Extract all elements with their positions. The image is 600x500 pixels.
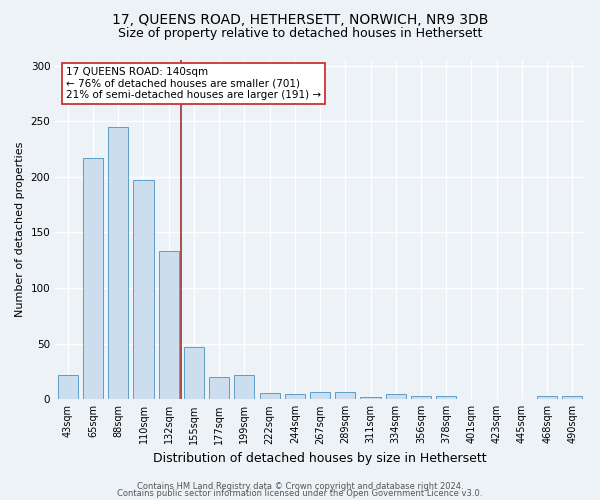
Bar (133, 180, 154, 400)
Text: Contains public sector information licensed under the Open Government Licence v3: Contains public sector information licen… (118, 489, 482, 498)
Bar (108, 126, 128, 400)
Bar (386, 394, 406, 400)
Bar (335, 392, 355, 400)
Bar (361, 397, 380, 400)
Bar (235, 375, 254, 400)
Bar (562, 396, 583, 400)
Y-axis label: Number of detached properties: Number of detached properties (15, 142, 25, 318)
Bar (310, 392, 330, 400)
Bar (537, 396, 557, 400)
Bar (411, 396, 431, 400)
Text: 17 QUEENS ROAD: 140sqm
← 76% of detached houses are smaller (701)
21% of semi-de: 17 QUEENS ROAD: 140sqm ← 76% of detached… (66, 67, 321, 100)
Bar (260, 392, 280, 400)
Text: Size of property relative to detached houses in Hethersett: Size of property relative to detached ho… (118, 28, 482, 40)
Bar (285, 394, 305, 400)
Bar (184, 347, 204, 400)
X-axis label: Distribution of detached houses by size in Hethersett: Distribution of detached houses by size … (153, 452, 487, 465)
Text: 17, QUEENS ROAD, HETHERSETT, NORWICH, NR9 3DB: 17, QUEENS ROAD, HETHERSETT, NORWICH, NR… (112, 12, 488, 26)
Bar (58, 375, 78, 400)
Bar (83, 158, 103, 400)
Bar (158, 252, 179, 400)
Text: Contains HM Land Registry data © Crown copyright and database right 2024.: Contains HM Land Registry data © Crown c… (137, 482, 463, 491)
Bar (209, 377, 229, 400)
Bar (436, 396, 457, 400)
